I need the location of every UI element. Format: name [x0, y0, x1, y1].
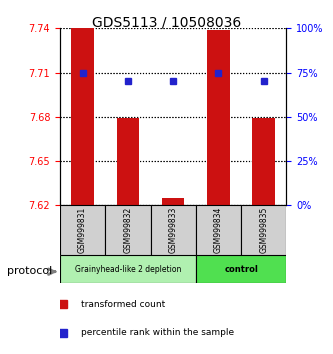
Text: GSM999832: GSM999832: [123, 207, 133, 253]
Text: GDS5113 / 10508036: GDS5113 / 10508036: [92, 16, 241, 30]
Text: GSM999834: GSM999834: [214, 207, 223, 253]
Text: percentile rank within the sample: percentile rank within the sample: [81, 328, 234, 337]
FancyBboxPatch shape: [60, 255, 196, 283]
Text: GSM999831: GSM999831: [78, 207, 87, 253]
FancyBboxPatch shape: [105, 205, 151, 255]
FancyBboxPatch shape: [196, 255, 286, 283]
Bar: [71, 25, 94, 205]
Bar: [207, 30, 230, 205]
FancyBboxPatch shape: [151, 205, 196, 255]
Text: transformed count: transformed count: [81, 300, 166, 309]
FancyBboxPatch shape: [196, 205, 241, 255]
Text: GSM999833: GSM999833: [168, 207, 178, 253]
Text: Grainyhead-like 2 depletion: Grainyhead-like 2 depletion: [75, 264, 181, 274]
Bar: [252, 118, 275, 205]
Text: protocol: protocol: [7, 266, 52, 276]
Text: GSM999835: GSM999835: [259, 207, 268, 253]
Text: control: control: [224, 264, 258, 274]
FancyBboxPatch shape: [241, 205, 286, 255]
Bar: [117, 118, 139, 205]
Bar: [162, 198, 184, 205]
FancyBboxPatch shape: [60, 205, 105, 255]
